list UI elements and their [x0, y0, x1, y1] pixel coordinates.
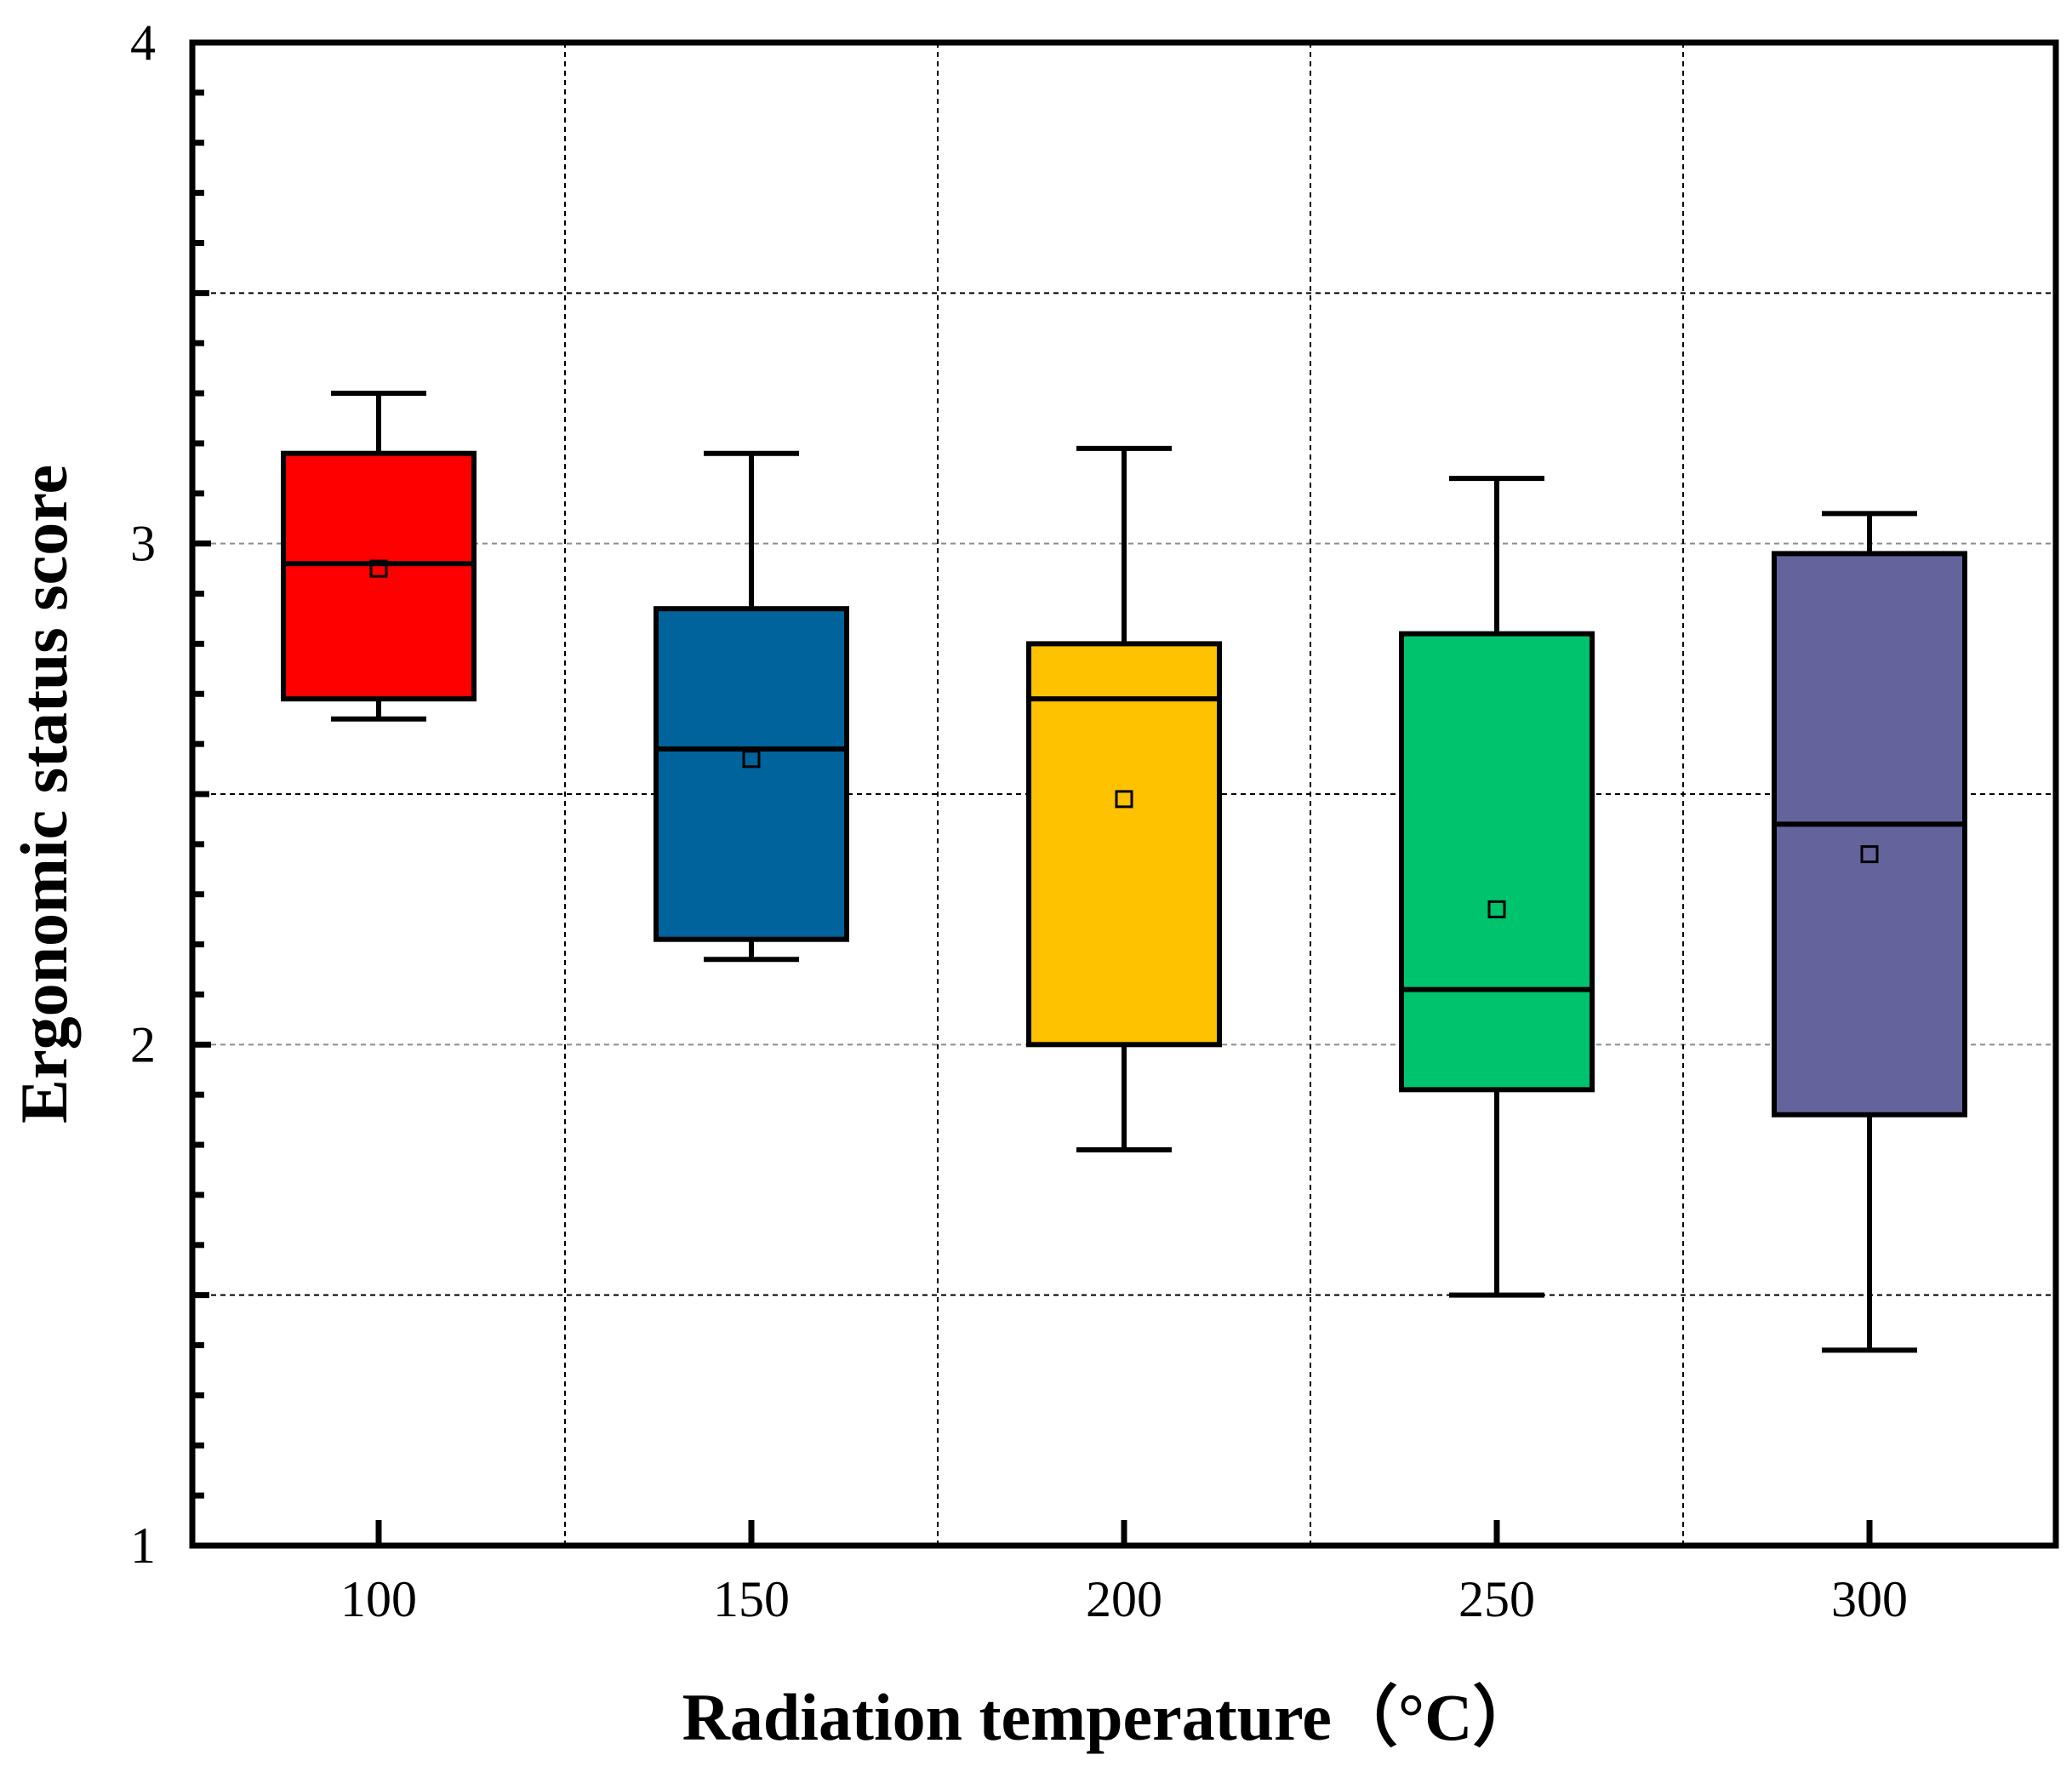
- x-tick-label: 150: [713, 1571, 790, 1627]
- box-group-150: [654, 450, 849, 963]
- tick-labels: 1 2 3 4 100 150 200 250 300: [130, 14, 1908, 1627]
- x-tick-label: 250: [1458, 1571, 1535, 1627]
- x-axis-title: Radiation temperature（°C）: [682, 1680, 1539, 1754]
- box-group-250: [1399, 476, 1595, 1298]
- box-series: [281, 391, 1967, 1353]
- box-group-300: [1772, 511, 1967, 1353]
- mean-marker: [369, 559, 388, 578]
- iqr-box: [654, 606, 849, 942]
- x-tick-label: 100: [340, 1571, 417, 1627]
- iqr-box: [1772, 551, 1967, 1118]
- x-tick-label: 200: [1086, 1571, 1162, 1627]
- iqr-box: [1399, 631, 1595, 1093]
- box-group-200: [1026, 445, 1222, 1152]
- x-tick-label: 300: [1831, 1571, 1908, 1627]
- mean-marker: [742, 750, 761, 769]
- y-tick-label: 3: [130, 516, 156, 572]
- mean-marker: [1115, 790, 1133, 809]
- y-tick-label: 4: [130, 14, 156, 71]
- iqr-box: [1026, 641, 1222, 1048]
- axis-ticks: [192, 39, 1873, 1549]
- y-tick-label: 1: [130, 1518, 156, 1574]
- y-tick-label: 2: [130, 1016, 156, 1072]
- y-axis-title: Ergonomic status score: [7, 465, 81, 1123]
- mean-marker: [1860, 845, 1879, 864]
- box-group-100: [281, 391, 477, 722]
- mean-marker: [1487, 900, 1506, 918]
